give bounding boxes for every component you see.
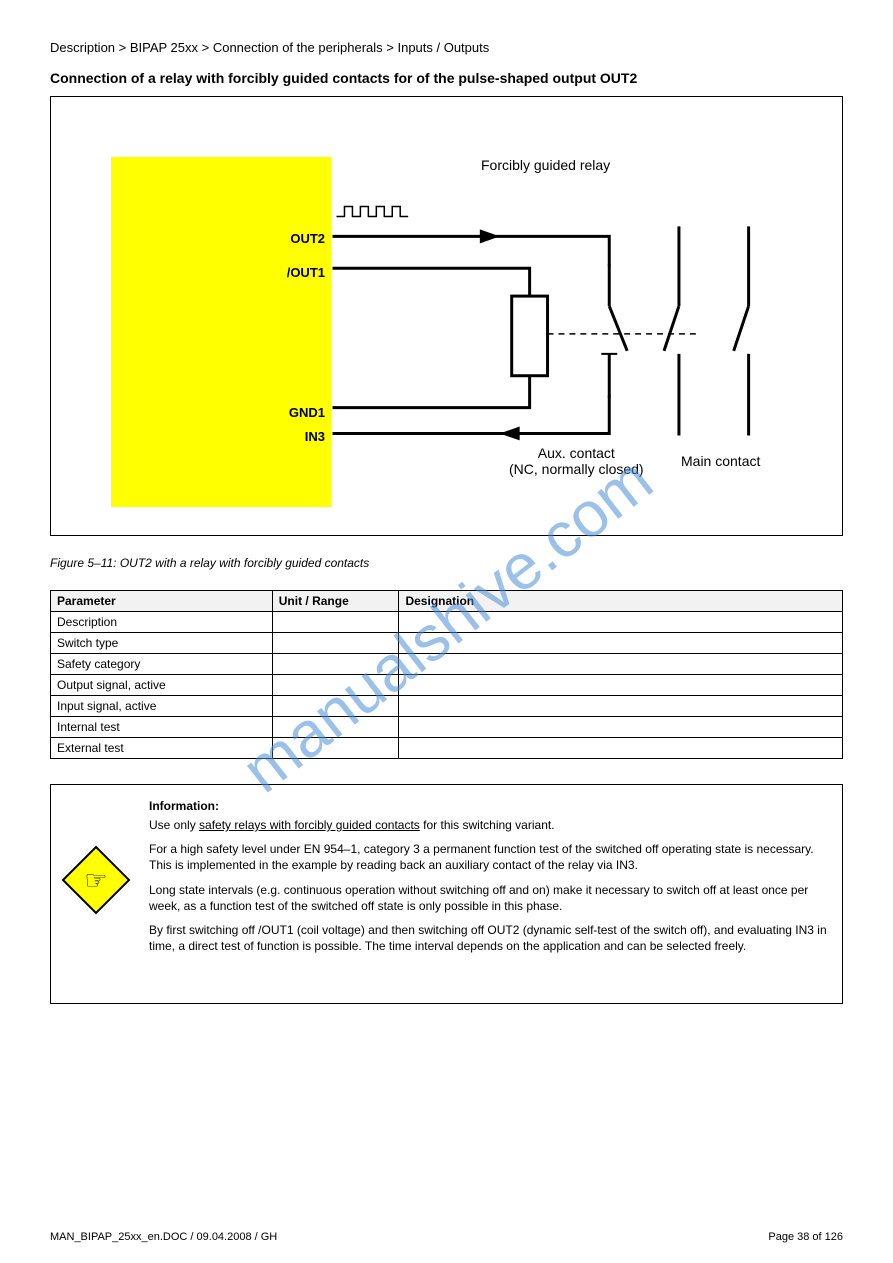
section-title: Connection of a relay with forcibly guid… xyxy=(50,70,843,86)
col-parameter: Parameter xyxy=(51,591,273,612)
info-para-2: For a high safety level under EN 954–1, … xyxy=(149,841,828,873)
col-designation: Designation xyxy=(399,591,843,612)
table-row: Internal test xyxy=(51,717,843,738)
diagram-wires xyxy=(51,97,842,535)
table-row: Output signal, active xyxy=(51,675,843,696)
wiring-diagram: OUT2 /OUT1 GND1 IN3 Forcibly g xyxy=(50,96,843,536)
table-row: Switch type xyxy=(51,633,843,654)
page-footer: MAN_BIPAP_25xx_en.DOC / 09.04.2008 / GH … xyxy=(50,1231,843,1243)
breadcrumb: Description > BIPAP 25xx > Connection of… xyxy=(50,40,843,55)
table-row: Description xyxy=(51,612,843,633)
info-para-1: Use only safety relays with forcibly gui… xyxy=(149,817,828,833)
col-unit: Unit / Range xyxy=(272,591,399,612)
svg-text:☞: ☞ xyxy=(84,865,107,895)
label-main: Main contact xyxy=(681,453,760,469)
label-aux: Aux. contact xyxy=(509,445,644,461)
parameter-table: Parameter Unit / Range Designation Descr… xyxy=(50,590,843,759)
label-aux-sub: (NC, normally closed) xyxy=(509,461,644,477)
info-panel: ☞ Information: Use only safety relays wi… xyxy=(50,784,843,1004)
label-relay: Forcibly guided relay xyxy=(481,157,610,173)
hand-icon: ☞ xyxy=(61,845,131,915)
info-para-3: Long state intervals (e.g. continuous op… xyxy=(149,882,828,914)
footer-right: Page 38 of 126 xyxy=(768,1231,843,1243)
footer-left: MAN_BIPAP_25xx_en.DOC / 09.04.2008 / GH xyxy=(50,1231,277,1243)
table-row: External test xyxy=(51,738,843,759)
info-title: Information: xyxy=(149,799,828,813)
figure-caption: Figure 5–11: OUT2 with a relay with forc… xyxy=(50,556,843,570)
info-para-4: By first switching off /OUT1 (coil volta… xyxy=(149,922,828,954)
table-row: Input signal, active xyxy=(51,696,843,717)
table-row: Safety category xyxy=(51,654,843,675)
